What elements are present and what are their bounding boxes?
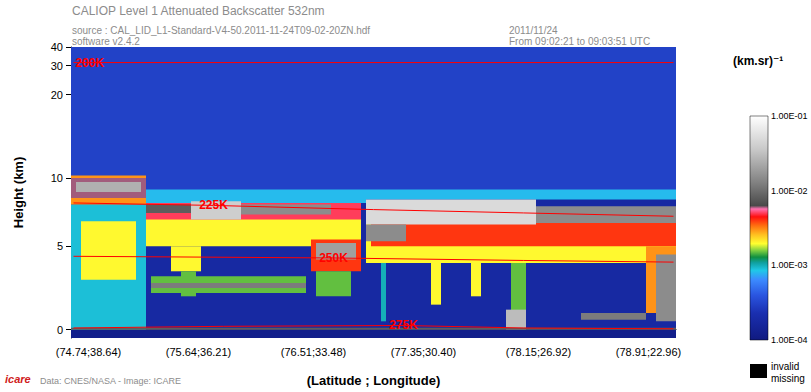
svg-text:invalid: invalid [771,361,799,372]
svg-text:(km.sr)⁻¹: (km.sr)⁻¹ [733,54,783,68]
svg-text:40: 40 [51,41,63,53]
svg-text:missing: missing [771,373,805,384]
svg-text:(75.64;36.21): (75.64;36.21) [166,346,231,358]
svg-text:CALIOP Level 1 Attenuated Back: CALIOP Level 1 Attenuated Backscatter 53… [72,4,325,18]
svg-text:(77.35;30.40): (77.35;30.40) [391,346,456,358]
svg-text:Data: CNES/NASA - Image: ICARE: Data: CNES/NASA - Image: ICARE [40,376,181,386]
svg-text:1.00E-01: 1.00E-01 [771,111,808,121]
svg-text:250K: 250K [319,251,348,265]
svg-text:2011/11/24: 2011/11/24 [509,25,558,36]
svg-text:10: 10 [51,172,63,184]
svg-text:Height (km): Height (km) [11,157,26,229]
svg-text:(78.91;22.96): (78.91;22.96) [616,346,681,358]
svg-text:275K: 275K [389,318,418,332]
svg-text:30: 30 [51,60,63,72]
svg-text:1.00E-03: 1.00E-03 [771,260,808,270]
svg-text:200K: 200K [76,56,105,70]
svg-text:software v2.4.2: software v2.4.2 [72,36,140,47]
svg-text:icare: icare [5,373,31,385]
svg-text:1.00E-04: 1.00E-04 [771,335,808,345]
svg-text:(78.15;26.92): (78.15;26.92) [506,346,571,358]
svg-text:(76.51;33.48): (76.51;33.48) [281,346,346,358]
svg-text:0: 0 [57,324,63,336]
svg-text:225K: 225K [199,198,228,212]
svg-text:source : CAL_LID_L1-Standard-V: source : CAL_LID_L1-Standard-V4-50.2011-… [72,25,370,36]
svg-text:(74.74;38.64): (74.74;38.64) [56,346,121,358]
svg-text:5: 5 [57,240,63,252]
svg-text:(Latitude ; Longitude): (Latitude ; Longitude) [307,373,441,388]
svg-text:20: 20 [51,89,63,101]
svg-text:1.00E-02: 1.00E-02 [771,186,808,196]
svg-text:From 09:02:21 to 09:03:51 UTC: From 09:02:21 to 09:03:51 UTC [509,36,650,47]
